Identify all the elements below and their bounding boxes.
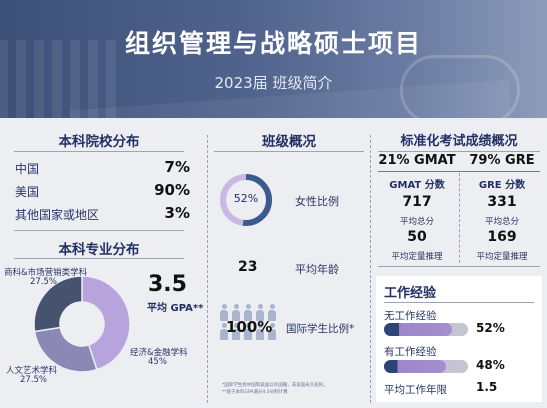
gpa-value: 3.5 — [148, 272, 187, 297]
footnote: **基于本科GPA满分4.0分制计算 — [222, 390, 288, 395]
majors-donut-chart — [33, 275, 131, 373]
gre-quant-label: 平均定量推理 — [476, 252, 528, 262]
person-icon — [231, 323, 241, 340]
work-progress-fill — [384, 360, 447, 373]
work-row-value: 52% — [476, 321, 505, 335]
work-row-label: 有工作经验 — [384, 346, 437, 358]
divider — [378, 171, 540, 172]
section-title-majors: 本科专业分布 — [58, 242, 140, 258]
donut-segment — [33, 326, 98, 373]
gmat-total-label: 平均总分 — [399, 217, 434, 227]
person-icon — [219, 304, 229, 321]
person-icon — [231, 304, 241, 321]
donut-segment — [33, 275, 83, 333]
gmat-share: 21% GMAT — [378, 153, 456, 168]
gre-sub: GRE 分数 — [478, 180, 526, 191]
ring-arc — [242, 174, 272, 226]
female-ratio-value: 52% — [233, 192, 259, 205]
gmat-quant: 50 — [407, 229, 427, 245]
school-value: 3% — [164, 204, 190, 222]
section-title-overview: 班级概况 — [262, 134, 316, 150]
people-icons — [219, 304, 281, 344]
divider — [384, 302, 534, 303]
school-label: 其他国家或地区 — [15, 208, 100, 222]
footnote: *国际学生指中国和美国以外国籍，非美国永久居民。 — [222, 383, 328, 388]
gre-share: 79% GRE — [469, 153, 535, 168]
banner-decoration — [400, 55, 520, 118]
intl-ratio-label: 国际学生比例* — [286, 323, 355, 335]
divider — [14, 230, 184, 231]
school-value: 90% — [154, 181, 190, 199]
work-experience-card: 工作经验 无工作经验 52% 有工作经验 48% 平均工作年限 1.5 — [376, 276, 542, 402]
person-icon — [267, 323, 277, 340]
divider — [214, 151, 364, 152]
divider — [14, 258, 184, 259]
page-subtitle: 2023届 班级简介 — [214, 74, 333, 92]
avg-years-value: 1.5 — [476, 380, 498, 394]
avg-age-value: 23 — [238, 259, 258, 275]
column-separator — [370, 135, 371, 403]
donut-segment — [81, 275, 131, 371]
avg-age-label: 平均年龄 — [295, 263, 339, 276]
page-title: 组织管理与战略硕士项目 — [124, 29, 422, 58]
major-percent: 27.5% — [20, 375, 48, 385]
major-percent: 27.5% — [30, 277, 58, 287]
person-icon — [243, 323, 253, 340]
work-experience-title: 工作经验 — [384, 286, 437, 301]
person-icon — [243, 304, 253, 321]
intl-ratio-value: 100% — [226, 318, 273, 336]
major-label: 经济&金融学科 — [130, 348, 188, 358]
female-ratio-label: 女性比例 — [295, 195, 339, 208]
gpa-label: 平均 GPA** — [147, 303, 204, 314]
school-label: 美国 — [15, 185, 40, 199]
gmat-quant-label: 平均定量推理 — [391, 252, 443, 262]
work-progress-bar — [384, 323, 468, 336]
column-separator — [207, 135, 208, 403]
gre-quant: 169 — [487, 229, 517, 245]
section-title-tests: 标准化考试成绩概况 — [400, 134, 518, 149]
gmat-total: 717 — [402, 194, 432, 210]
section-title-schools: 本科院校分布 — [58, 134, 140, 150]
banner-decoration — [0, 40, 120, 118]
person-icon — [255, 304, 265, 321]
major-percent: 45% — [148, 357, 167, 367]
person-icon — [255, 323, 265, 340]
work-progress-bar — [384, 360, 468, 373]
avg-years-label: 平均工作年限 — [384, 384, 447, 396]
gmat-sub: GMAT 分数 — [389, 180, 445, 191]
header-banner: 组织管理与战略硕士项目 2023届 班级简介 — [0, 0, 547, 118]
score-separator — [459, 173, 460, 263]
gre-total-label: 平均总分 — [484, 217, 519, 227]
school-label: 中国 — [15, 162, 40, 176]
divider — [378, 266, 540, 267]
major-label: 人文艺术学科 — [6, 366, 58, 376]
person-icon — [219, 323, 229, 340]
school-value: 7% — [164, 158, 190, 176]
major-label: 商科&市场营销类学科 — [4, 268, 88, 278]
divider — [14, 151, 184, 152]
divider — [378, 151, 540, 152]
female-ratio-ring — [220, 174, 272, 226]
person-icon — [267, 304, 277, 321]
work-row-label: 无工作经验 — [384, 310, 437, 322]
work-progress-fill — [384, 323, 452, 336]
gre-total: 331 — [487, 194, 517, 210]
work-row-value: 48% — [476, 358, 505, 372]
